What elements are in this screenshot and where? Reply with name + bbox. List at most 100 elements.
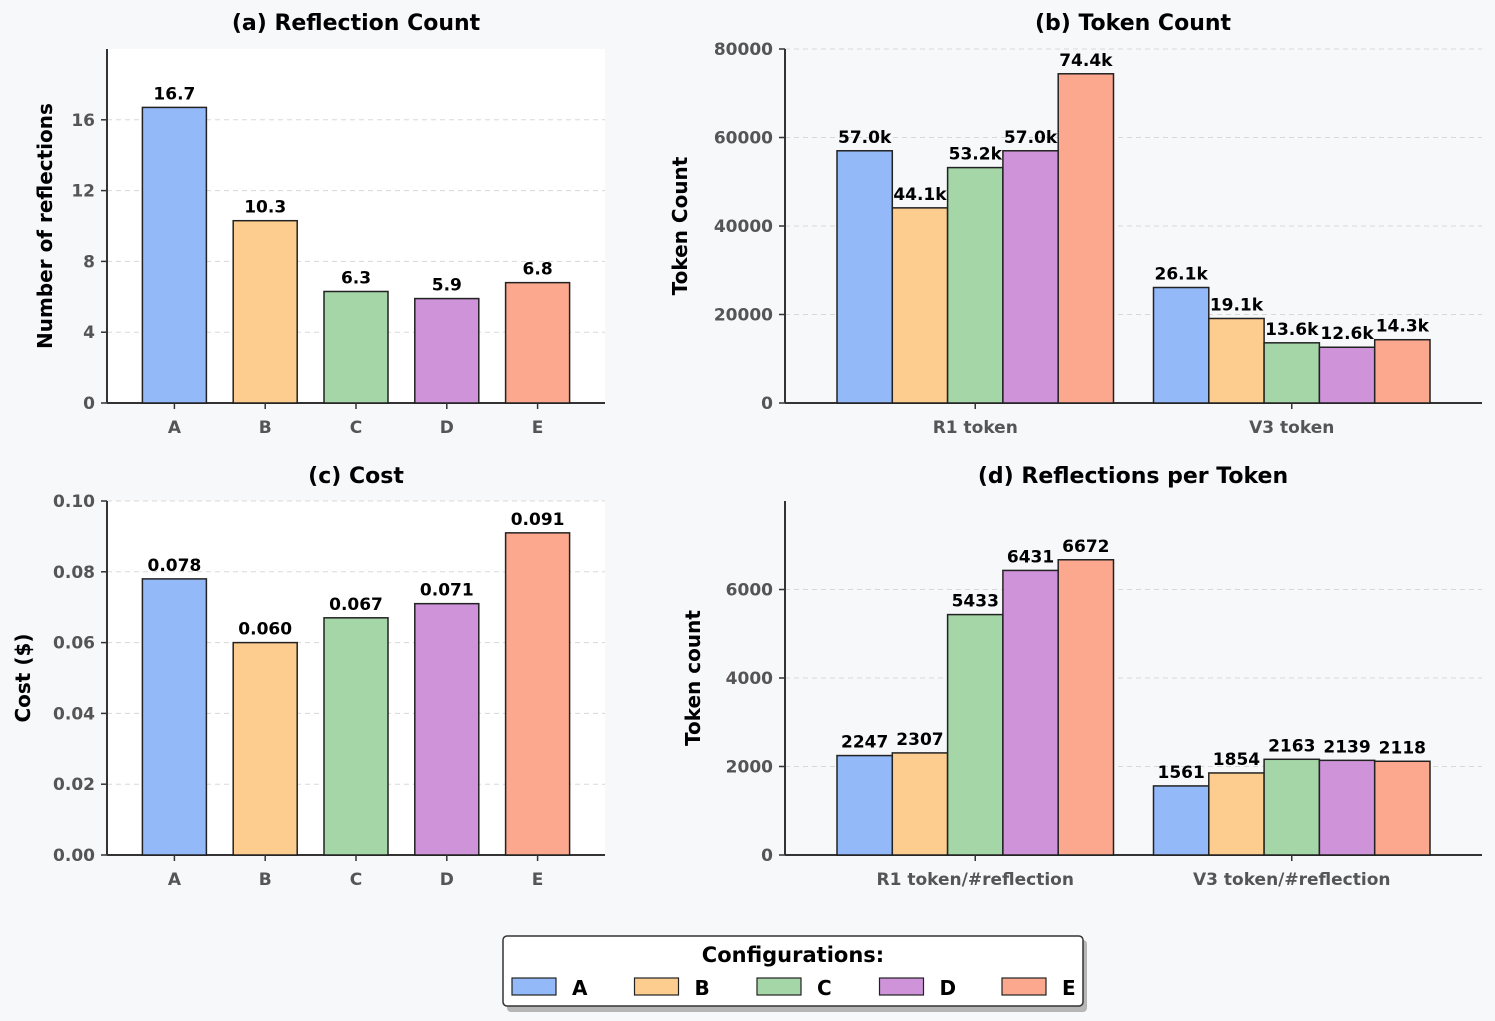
- bar-d: [414, 602, 480, 856]
- data-label: 0.067: [329, 595, 383, 615]
- bar-e: [504, 532, 571, 856]
- bar-c: [323, 290, 389, 404]
- y-tick-label: 0.10: [53, 492, 95, 512]
- y-tick-label: 16: [71, 111, 95, 131]
- bar-a: [1152, 785, 1210, 856]
- legend-label-a: A: [572, 976, 588, 1000]
- x-tick-label: C: [350, 418, 362, 438]
- data-label: 0.078: [148, 556, 202, 576]
- y-tick-label: 0: [761, 846, 773, 866]
- x-tick-label: B: [259, 418, 272, 438]
- data-label: 2163: [1268, 736, 1315, 756]
- chart-b: 0 20000 40000 60000 80000 (b) Token Count Toke…: [668, 11, 1482, 438]
- data-label: 2307: [896, 730, 943, 750]
- bar-a: [1152, 286, 1210, 404]
- bar-d: [414, 297, 480, 404]
- bar-b: [232, 219, 298, 404]
- data-label: 12.6k: [1320, 324, 1374, 344]
- data-label: 6.3: [341, 268, 371, 288]
- bar-a: [141, 578, 208, 856]
- bar-e: [1373, 760, 1431, 856]
- y-tick-label: 0.06: [53, 634, 95, 654]
- y-axis-label: Number of reflections: [33, 103, 57, 349]
- data-label: 74.4k: [1059, 51, 1113, 71]
- legend-swatch-d: [878, 977, 925, 996]
- bar-c: [946, 166, 1004, 404]
- bar-e: [1373, 338, 1431, 404]
- bar-c: [946, 613, 1004, 856]
- data-label: 1561: [1157, 763, 1204, 783]
- data-label: 14.3k: [1376, 317, 1430, 337]
- chart-title: (c) Cost: [308, 464, 404, 489]
- x-tick-label: B: [259, 870, 272, 890]
- legend-swatch-c: [756, 977, 802, 996]
- data-label: 2118: [1379, 738, 1426, 758]
- data-label: 0.091: [511, 510, 565, 530]
- bar-b: [891, 207, 949, 404]
- y-tick-label: 2000: [726, 758, 773, 778]
- y-tick-label: 6000: [726, 581, 773, 601]
- y-tick-label: 40000: [714, 217, 773, 237]
- legend: Configurations: A B C D E: [502, 935, 1087, 1012]
- x-tick-label: C: [350, 870, 362, 890]
- data-label: 57.0k: [838, 128, 892, 148]
- bar-c: [1263, 342, 1321, 404]
- bar-b: [891, 752, 949, 856]
- data-label: 5.9: [432, 276, 462, 296]
- data-label: 1854: [1213, 750, 1260, 770]
- bar-e: [1057, 559, 1115, 856]
- y-tick-label: 80000: [714, 40, 773, 60]
- bar-d: [1002, 569, 1059, 856]
- y-tick-label: 20000: [714, 306, 773, 326]
- chart-title: (d) Reflections per Token: [978, 464, 1288, 489]
- bar-b: [1208, 772, 1265, 856]
- bar-c: [1263, 758, 1321, 856]
- bar-a: [836, 754, 894, 856]
- y-tick-label: 60000: [714, 129, 773, 149]
- legend-swatch-a: [511, 977, 557, 996]
- x-tick-label: A: [168, 418, 182, 438]
- data-label: 2247: [841, 733, 888, 753]
- x-tick-label: V3 token/#reflection: [1193, 870, 1391, 890]
- legend-swatch-e: [1001, 977, 1047, 996]
- y-tick-label: 12: [71, 182, 95, 202]
- x-tick-label: V3 token: [1249, 418, 1334, 438]
- x-tick-label: R1 token: [933, 418, 1018, 438]
- legend-title: Configurations:: [702, 943, 884, 967]
- chart-title: (b) Token Count: [1035, 11, 1232, 36]
- x-tick-label: D: [440, 870, 454, 890]
- data-label: 10.3: [244, 198, 286, 218]
- data-label: 16.7: [153, 84, 195, 104]
- y-tick-label: 0: [761, 394, 773, 414]
- y-tick-label: 8: [83, 252, 95, 272]
- data-label: 26.1k: [1155, 265, 1209, 285]
- data-label: 53.2k: [949, 145, 1003, 165]
- data-label: 5433: [952, 592, 999, 612]
- y-tick-label: 0.04: [53, 704, 95, 724]
- legend-label-c: C: [817, 976, 832, 1000]
- y-tick-label: 0: [83, 394, 95, 414]
- chart-a: 0 4 8 12 16 (a) Reflection Count Number of ref…: [33, 11, 605, 438]
- data-label: 44.1k: [893, 185, 947, 205]
- y-tick-label: 0.02: [53, 775, 95, 795]
- bar-a: [141, 106, 208, 404]
- data-label: 2139: [1323, 737, 1370, 757]
- y-axis-label: Cost ($): [11, 633, 35, 722]
- legend-label-b: B: [695, 976, 710, 1000]
- data-label: 6.8: [523, 260, 553, 280]
- legend-label-d: D: [940, 976, 957, 1000]
- data-label: 6431: [1007, 547, 1054, 567]
- chart-d: 0 2000 4000 6000 (d) Reflections per Token To…: [681, 464, 1482, 890]
- y-tick-label: 4000: [726, 669, 773, 689]
- bar-e: [504, 281, 571, 404]
- data-label: 19.1k: [1210, 295, 1264, 315]
- x-tick-label: E: [532, 418, 544, 438]
- x-tick-label: A: [168, 870, 182, 890]
- x-tick-label: D: [440, 418, 454, 438]
- bar-d: [1318, 346, 1376, 404]
- data-label: 13.6k: [1265, 320, 1319, 340]
- y-tick-label: 0.08: [53, 563, 95, 583]
- y-tick-label: 0.00: [53, 846, 95, 866]
- data-label: 0.060: [238, 620, 292, 640]
- data-label: 57.0k: [1004, 128, 1058, 148]
